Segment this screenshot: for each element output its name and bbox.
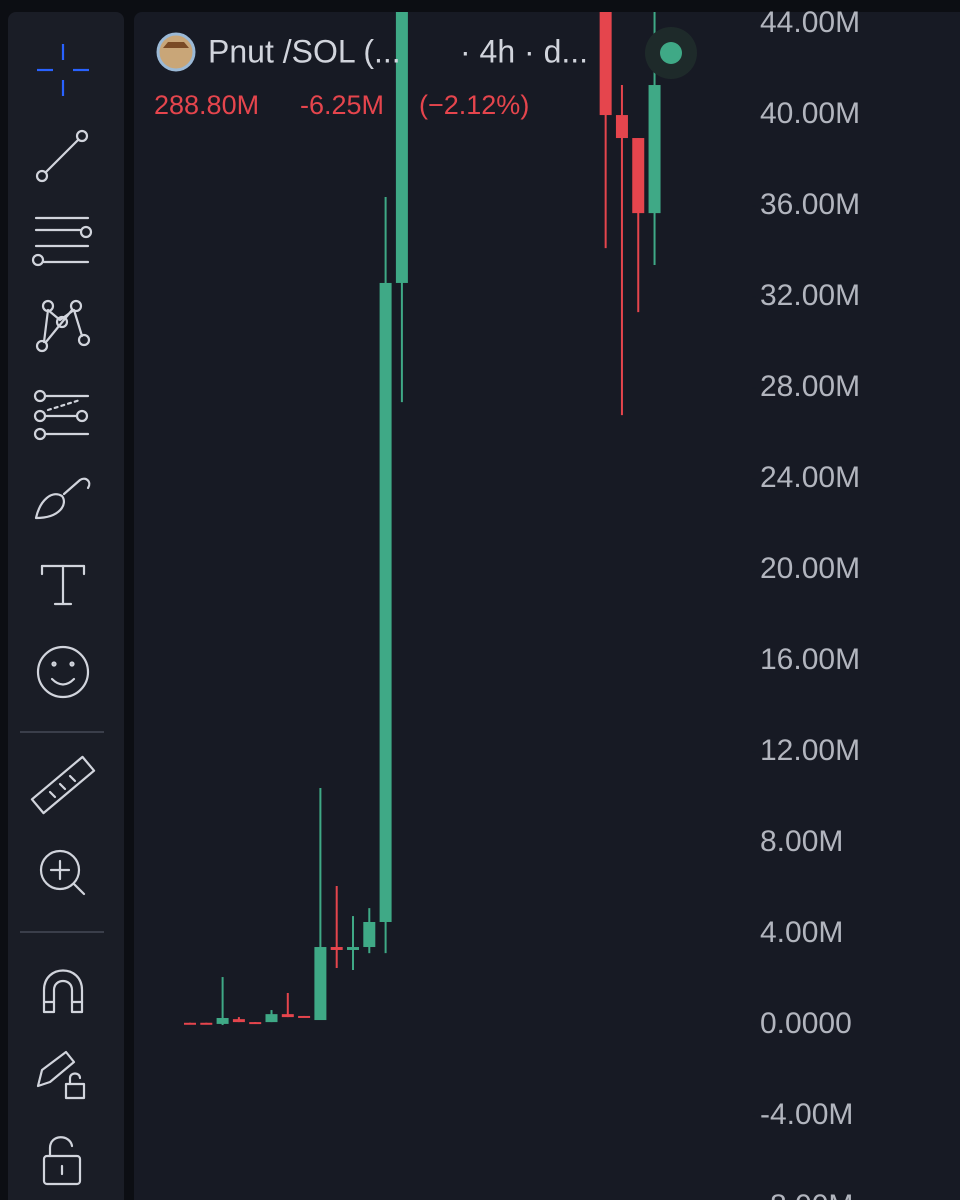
candle-body (395, 12, 408, 283)
candle-body (249, 1022, 262, 1025)
market-status-dot (660, 42, 682, 64)
zoom-tool[interactable] (39, 849, 86, 896)
y-tick-label: 40.00M (760, 97, 860, 130)
candle-body (632, 138, 645, 214)
y-tick-label: -4.00M (760, 1098, 853, 1131)
avatar-hat (163, 42, 189, 48)
lock-drawings-tool[interactable] (36, 1050, 86, 1100)
y-tick-label: 44.00M (760, 6, 860, 39)
symbol-avatar (156, 32, 196, 72)
price-change: -6.25M (300, 90, 384, 120)
candle-body (232, 1019, 245, 1023)
candle-body (379, 282, 392, 922)
candle-body (216, 1018, 229, 1024)
y-tick-label: 28.00M (760, 370, 860, 403)
candle-body (347, 947, 359, 950)
candle-body (599, 12, 612, 116)
candle-body (281, 1014, 294, 1018)
last-price: 288.80M (154, 90, 259, 120)
emoji-tool[interactable] (36, 645, 90, 699)
y-tick-label: 32.00M (760, 279, 860, 312)
prediction-tool[interactable] (33, 389, 90, 441)
y-tick-label: 8.00M (760, 825, 843, 858)
crosshair-tool[interactable] (37, 44, 89, 96)
candle-body (615, 115, 628, 139)
y-tick-label: 36.00M (760, 188, 860, 221)
fib-tool[interactable] (31, 216, 93, 267)
y-tick-label: 0.0000 (760, 1007, 852, 1040)
chart-panel (134, 12, 960, 1200)
pattern-tool[interactable] (35, 299, 91, 353)
ruler-tool[interactable] (30, 755, 96, 815)
candle-body (298, 1015, 311, 1018)
candle-body (200, 1022, 213, 1025)
y-tick-label: 24.00M (760, 461, 860, 494)
lock-tool[interactable] (42, 1136, 82, 1186)
y-tick-label: -8.00M (760, 1189, 853, 1200)
toolbar (8, 12, 124, 1200)
y-tick-label: 4.00M (760, 916, 843, 949)
y-tick-label: 20.00M (760, 552, 860, 585)
candle-body (330, 947, 343, 950)
text-tool[interactable] (40, 564, 86, 606)
price-change-percent: (−2.12%) (419, 90, 529, 120)
candle-body (314, 947, 327, 1021)
plot-area (184, 12, 661, 1026)
brush-tool[interactable] (34, 477, 91, 520)
symbol-title[interactable]: Pnut /SOL (... (208, 33, 401, 69)
candle-body (265, 1014, 278, 1023)
candle-body (648, 85, 661, 214)
interval-label[interactable]: · 4h · d... (460, 33, 588, 69)
y-tick-label: 12.00M (760, 734, 860, 767)
price-axis: 44.00M 40.00M 36.00M 32.00M 28.00M 24.00M 20.0… (752, 6, 860, 1200)
magnet-tool[interactable] (42, 969, 84, 1014)
y-tick-label: 16.00M (760, 643, 860, 676)
trend-line-tool[interactable] (35, 129, 89, 183)
candle-body (184, 1022, 196, 1025)
candle-body (363, 921, 376, 948)
